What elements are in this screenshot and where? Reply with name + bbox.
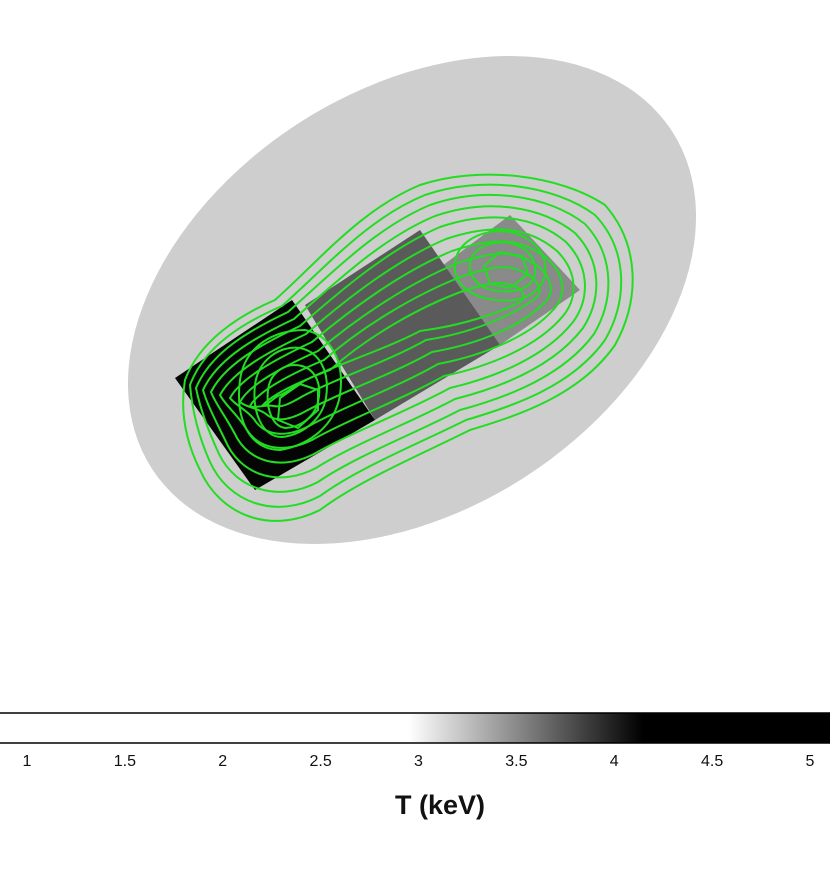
colorbar-tick-label: 1 <box>22 753 32 770</box>
colorbar-gradient <box>0 712 830 744</box>
colorbar-tick-label: 3.5 <box>505 753 528 770</box>
colorbar-tick-label: 4 <box>609 753 619 770</box>
colorbar-tick-label: 2.5 <box>309 753 332 770</box>
colorbar-tick-label: 2 <box>218 753 228 770</box>
temperature-map <box>127 56 697 544</box>
colorbar-tick-label: 1.5 <box>113 753 136 770</box>
colorbar-tick-label: 5 <box>805 753 815 770</box>
colorbar-tick-label: 3 <box>414 753 423 770</box>
colorbar <box>0 712 830 744</box>
contour-lines <box>182 173 634 522</box>
colorbar-tick-label: 4.5 <box>701 753 724 770</box>
colorbar-title: T (keV) <box>394 790 486 820</box>
